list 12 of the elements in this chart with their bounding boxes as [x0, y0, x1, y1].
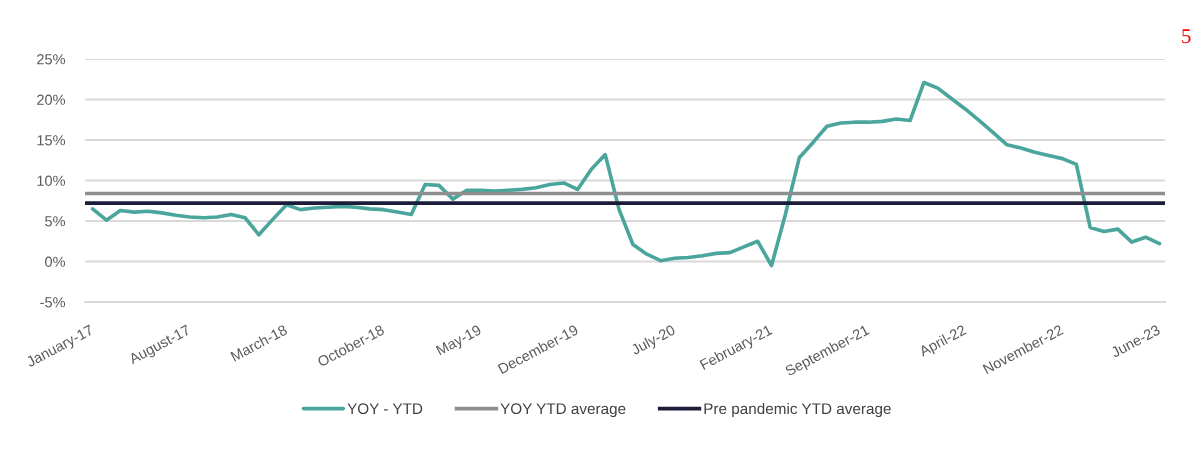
- legend-label: YOY YTD average: [500, 403, 626, 418]
- y-tick-label: 15%: [37, 135, 66, 146]
- y-tick-label: 25%: [37, 54, 66, 65]
- y-tick-label: 10%: [37, 175, 66, 186]
- text: 5: [1182, 29, 1191, 44]
- y-tick-label: -5%: [40, 297, 66, 308]
- y-tick-label: 5%: [45, 216, 66, 227]
- y-tick-label: 20%: [37, 94, 66, 105]
- line-series: [90, 80, 1162, 268]
- legend-label: YOY - YTD: [347, 403, 423, 415]
- y-tick-label: 0%: [45, 256, 66, 267]
- legend-label: Pre pandemic YTD average: [704, 402, 891, 418]
